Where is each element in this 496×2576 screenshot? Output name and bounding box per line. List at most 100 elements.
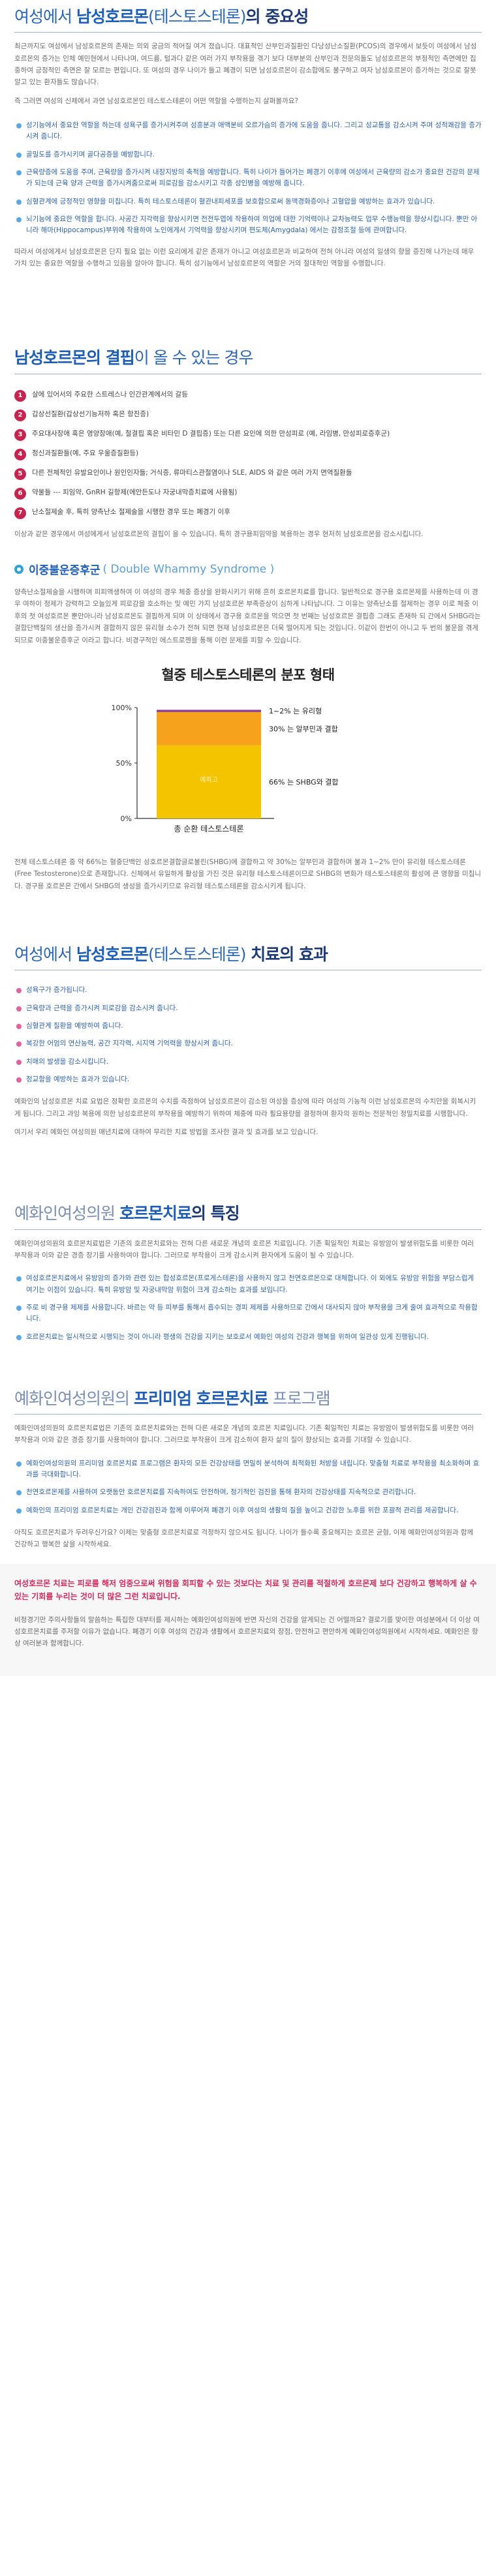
chart-wrapper: 100% 50% 0% 66% 는 SHBG와 결합 30% 는 알부민과 결합 1~2%… (14, 695, 482, 845)
series-label: 1~2% 는 유리형 (269, 707, 322, 715)
closing-paragraph: 비정경기만 주의사항들의 말씀하는 특집한 대부터를 제시하는 예화인여성의원에… (14, 1615, 480, 1648)
list-item: 천연호르몬제를 사용하여 오랫동안 호르몬치료를 지속하여도 안전하며, 정기적… (14, 1487, 482, 1498)
bullet-dot-icon (16, 152, 22, 158)
bullet-dot-icon (16, 1041, 22, 1047)
testosterone-distribution-chart: 100% 50% 0% 66% 는 SHBG와 결합 30% 는 알부민과 결합 1~2%… (112, 704, 339, 833)
bullet-dot-icon (16, 1508, 22, 1514)
chart-explanation: 전체 테스토스테론 중 약 66%는 혈중단백인 성호르몬결합글로불린(SHBG… (14, 858, 482, 890)
list-item: 정교함을 예방하는 효과가 있습니다. (14, 1074, 482, 1085)
list-item: 6 약물들 --- 피임약, GnRH 길항제(에안든도나 자궁내막증치료에 사용… (14, 487, 482, 500)
bar-segment (157, 745, 261, 818)
list-item: 뇌기능에 중요한 역할을 합니다. 사공간 지각력을 향상시키면 전전두엽에 작… (14, 214, 482, 237)
premium-list: 예화인여성의원의 프리미엄 호르몬치료 프로그램은 환자의 모든 건강상태를 면… (14, 1458, 482, 1516)
section-features: 예화인여성의원 호르몬치료의 특징 예화인여성의원의 호르몬치료법은 기존의 호… (0, 1203, 496, 1343)
features-intro: 예화인여성의원의 호르몬치료법은 기존의 호르몬치료와는 전혀 다른 새로운 개… (14, 1239, 474, 1259)
page: 여성에서 남성호르몬(테스토스테론)의 중요성 최근까지도 여성에서 남성호르몬… (0, 0, 496, 1676)
intro-paragraph: 최근까지도 여성에서 남성호르몬의 존재는 의외 궁금의 적어질 여겨 졌습니다… (14, 42, 477, 87)
section-title-effects: 여성에서 남성호르몬(테스토스테론) 치료의 효과 (14, 944, 482, 971)
list-item: 주로 비 경구용 제제를 사용합니다. 바르는 약 등 피부를 통해서 흡수되는… (14, 1302, 482, 1325)
title-highlight: 남성호르몬 (76, 7, 149, 26)
premium-intro: 예화인여성의원의 호르몬치료법은 기존의 호르몬치료와는 전혀 다른 새로운 개… (14, 1424, 474, 1445)
category-label: 총 순환 테스토스테론 (174, 824, 244, 833)
series-label: 30% 는 알부민과 결합 (269, 724, 338, 733)
double-whammy-paragraph: 양측난소절제술을 시행하며 피피액생하여 이 여성의 경우 체중 증상을 완화시… (14, 588, 481, 644)
bullet-dot-icon (16, 1490, 22, 1496)
section-deficiency: 남성호르몬의 결핍이 올 수 있는 경우 1 살에 있어서의 주요한 스트레스나 … (0, 348, 496, 540)
list-item: 5 다른 전체적인 유발요인이나 원인인자들; 거식증, 류마티스관절염이나 SL… (14, 468, 482, 480)
deficiency-summary: 이상과 같은 경우에서 여성에게서 남성호르몬의 결핍이 올 수 있습니다. 특… (14, 530, 424, 538)
list-item: 근육량증에 도움을 주며, 근육량을 증가시켜 내장지방의 축적을 예방합니다.… (14, 167, 482, 190)
list-item: 3 주요대사장애 혹은 영양장애(예, 철결핍 혹은 비타민 D 결핍증) 또는 … (14, 428, 482, 441)
bullet-dot-icon (16, 123, 22, 129)
deficiency-list: 1 살에 있어서의 주요한 스트레스나 인간관계에서의 갈등 2 갑상선질환(갑상선… (14, 389, 482, 519)
number-badge: 4 (14, 448, 26, 460)
intro-question: 즉 그러면 여성의 신체에서 과연 남성호르몬인 테스토스테론이 어떤 역할을 … (14, 97, 299, 105)
section-double-whammy: 이중불운증후군 ( Double Whammy Syndrome ) 양측난소절… (0, 561, 496, 892)
function-list: 성기능에서 중요한 역할을 하는데 성욕구를 증가시켜주며 성흥분과 애액분비 … (14, 120, 482, 237)
list-item: 2 갑상선질환(갑상선기능저하 혹은 항진증) (14, 409, 482, 421)
inner-label: 예최고 (200, 776, 218, 784)
list-item: 예화인의 프리미엄 호르몬치료는 개인 건강검진과 함께 이루어져 폐경기 이후… (14, 1505, 482, 1516)
effects-paragraph: 예화인의 남성호르몬 치료 요법은 정확한 호르몬의 수치를 측정하여 남성호르… (14, 1098, 476, 1118)
effects-note: 여기서 우리 예화인 여성의원 매년치료에 대하여 무리한 치료 방법을 조사한… (14, 1128, 318, 1136)
section-importance: 여성에서 남성호르몬(테스토스테론)의 중요성 최근까지도 여성에서 남성호르몬… (0, 0, 496, 269)
title-suffix: 이 올 수 있는 경우 (134, 348, 254, 368)
bullet-dot-icon (16, 1461, 22, 1467)
section-title-premium: 예화인여성의원의 프리미엄 호르몬치료 프로그램 (14, 1388, 482, 1415)
number-badge: 2 (14, 409, 26, 421)
closing-box: 여성호르몬 치료는 피로를 해저 엄중으로써 위험을 회피할 수 있는 것보다는… (0, 1563, 496, 1676)
closing-lead: 여성호르몬 치료는 피로를 해저 엄중으로써 위험을 회피할 수 있는 것보다는… (14, 1578, 477, 1602)
list-item: 성기능에서 중요한 역할을 하는데 성욕구를 증가시켜주며 성흥분과 애액분비 … (14, 120, 482, 143)
bullet-dot-icon (16, 988, 22, 994)
bullet-dot-icon (16, 1059, 22, 1065)
section-premium-program: 예화인여성의원의 프리미엄 호르몬치료 프로그램 예화인여성의원의 호르몬치료법… (0, 1388, 496, 1551)
summary-paragraph: 따라서 여성에게서 남성호르몬은 단지 필요 없는 이런 요리에게 같은 존재가… (14, 247, 474, 267)
list-item: 성욕구가 증가됩니다. (14, 985, 482, 996)
bullet-dot-icon (16, 1276, 22, 1282)
section-title-deficiency: 남성호르몬의 결핍이 올 수 있는 경우 (14, 348, 482, 374)
bullet-dot-icon (16, 1006, 22, 1011)
chart-title: 혈중 테스토스테론의 분포 형태 (161, 666, 335, 683)
title-paren: (테스토스테론) (147, 7, 247, 26)
y-tick-label: 0% (121, 815, 132, 823)
section-title-features: 예화인여성의원 호르몬치료의 특징 (14, 1203, 482, 1230)
effects-list: 성욕구가 증가됩니다. 근육량과 근력을 증가시켜 피로감을 감소시켜 줍니다.… (14, 985, 482, 1085)
title-suffix: 의 중요성 (245, 7, 309, 26)
list-item: 심혈관계 질환을 예방하여 줍니다. (14, 1021, 482, 1032)
premium-paragraph: 아직도 호르몬치료가 두려우신가요? 이제는 맞춤형 호르몬치료로 걱정하지 않… (14, 1529, 474, 1549)
list-item: 치매의 발생을 감소시킵니다. (14, 1056, 482, 1068)
list-item: 심혈관계에 긍정적인 영향을 미칩니다. 특히 테스토스테론이 혈관내피세포를 … (14, 196, 482, 207)
bullet-dot-icon (16, 170, 22, 176)
list-item: 골밀도를 증가시키며 골다공증을 예방합니다. (14, 149, 482, 160)
bullet-dot-icon (16, 1334, 22, 1340)
list-item: 7 난소절제술 후, 특히 양측난소 절제술을 시행한 경우 또는 폐경기 이후 (14, 507, 482, 519)
bullet-dot-icon (16, 1023, 22, 1029)
title-prefix: 여성에서 (14, 7, 76, 26)
list-item: 복강한 어엄의 연산능력, 공간 지각력, 시지역 기억력을 향상시켜 줍니다. (14, 1038, 482, 1049)
bullet-dot-icon (16, 1305, 22, 1311)
number-badge: 7 (14, 507, 26, 519)
y-tick-label: 50% (116, 759, 132, 768)
bar-segment (157, 711, 261, 745)
list-item: 근육량과 근력을 증가시켜 피로감을 감소시켜 줍니다. (14, 1003, 482, 1014)
double-whammy-heading: 이중불운증후군 ( Double Whammy Syndrome ) (14, 561, 482, 577)
section-treatment-effects: 여성에서 남성호르몬(테스토스테론) 치료의 효과 성욕구가 증가됩니다. 근육… (0, 944, 496, 1138)
number-badge: 6 (14, 487, 26, 500)
features-list: 여성호르몬치료에서 유방암의 증가와 관련 있는 합성호르몬(프로게스테론)을 … (14, 1273, 482, 1343)
bullet-dot-icon (16, 1077, 22, 1083)
number-badge: 3 (14, 428, 26, 441)
list-item: 호르몬치료는 일시적으로 시행되는 것이 아니라 평생의 건강을 지키는 보호로… (14, 1332, 482, 1343)
number-badge: 5 (14, 468, 26, 480)
ring-icon (14, 564, 23, 574)
list-item: 여성호르몬치료에서 유방암의 증가와 관련 있는 합성호르몬(프로게스테론)을 … (14, 1273, 482, 1296)
list-item: 1 살에 있어서의 주요한 스트레스나 인간관계에서의 갈등 (14, 389, 482, 402)
y-tick-label: 100% (112, 704, 132, 712)
bar-segment (157, 710, 261, 712)
title-highlight: 남성호르몬의 결핍 (14, 348, 135, 368)
bullet-dot-icon (16, 217, 22, 222)
list-item: 예화인여성의원의 프리미엄 호르몬치료 프로그램은 환자의 모든 건강상태를 면… (14, 1458, 482, 1481)
list-item: 4 정신과질환들(예, 주요 우울증질환등) (14, 448, 482, 460)
number-badge: 1 (14, 389, 26, 402)
section-title-importance: 여성에서 남성호르몬(테스토스테론)의 중요성 (14, 7, 482, 33)
series-label: 66% 는 SHBG와 결합 (269, 778, 339, 786)
